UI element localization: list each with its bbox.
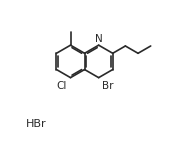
Text: N: N [96,34,103,44]
Text: HBr: HBr [26,119,47,129]
Text: Br: Br [102,81,114,91]
Text: Cl: Cl [57,81,67,91]
